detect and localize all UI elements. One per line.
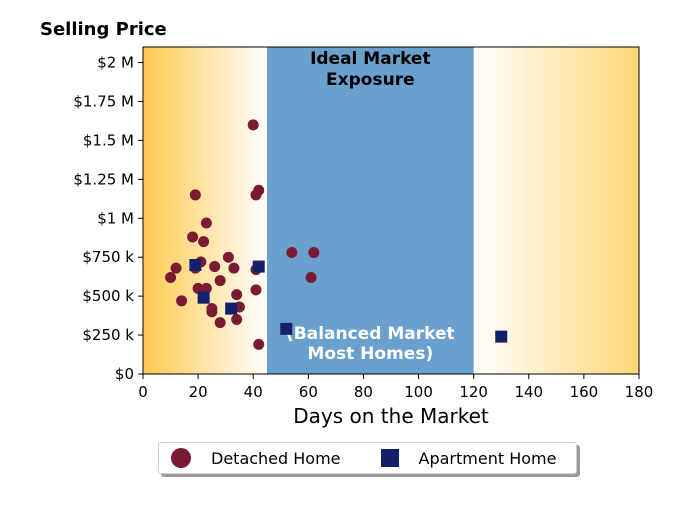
apartment-home-point bbox=[225, 302, 238, 315]
apartment-home-point bbox=[495, 330, 508, 343]
x-tick-label: 160 bbox=[570, 383, 599, 401]
apartment-home-point bbox=[252, 260, 265, 273]
detached-home-point bbox=[222, 251, 234, 263]
legend-circle-marker bbox=[171, 448, 191, 468]
y-tick-label: $1 M bbox=[97, 209, 134, 227]
x-tick-label: 180 bbox=[625, 383, 654, 401]
band-label-top-line1: Ideal Market bbox=[310, 49, 431, 69]
x-tick-label: 140 bbox=[514, 383, 543, 401]
background-right-gradient bbox=[473, 47, 639, 374]
apartment-home-point bbox=[197, 291, 210, 304]
x-tick-label: 80 bbox=[354, 383, 373, 401]
legend-item-apartment: Apartment Home bbox=[341, 448, 557, 468]
x-tick-label: 40 bbox=[244, 383, 263, 401]
apartment-home-point bbox=[280, 322, 293, 335]
detached-home-point bbox=[231, 314, 243, 325]
y-tick-label: $1.5 M bbox=[83, 131, 134, 149]
detached-home-point bbox=[286, 247, 298, 259]
detached-home-point bbox=[187, 231, 199, 243]
detached-home-point bbox=[170, 262, 182, 274]
plot-frame bbox=[142, 46, 640, 375]
detached-home-point bbox=[200, 282, 212, 294]
detached-home-point bbox=[250, 284, 262, 296]
detached-home-point bbox=[247, 119, 259, 131]
band-label-top-line2: Exposure bbox=[326, 70, 415, 90]
detached-home-point bbox=[165, 271, 177, 283]
legend-label-detached: Detached Home bbox=[211, 448, 341, 468]
y-tick-label: $0 bbox=[115, 365, 134, 383]
x-tick-label: 120 bbox=[459, 383, 488, 401]
detached-home-point bbox=[198, 236, 210, 248]
detached-home-point bbox=[176, 295, 188, 307]
detached-home-point bbox=[206, 306, 218, 318]
legend-item-detached: Detached Home bbox=[159, 448, 341, 468]
x-axis-title: Days on the Market bbox=[293, 404, 489, 428]
ideal-exposure-band bbox=[267, 47, 474, 374]
data-points bbox=[165, 119, 508, 350]
detached-home-point bbox=[308, 247, 320, 259]
x-tick-label: 60 bbox=[299, 383, 318, 401]
x-axis-ticks: 0 20 40 60 80 100 120 140 160 180 bbox=[138, 374, 653, 401]
plot-background bbox=[143, 47, 639, 374]
y-axis-ticks: $0 $250 k $500 k $750 k $1 M $1.25 M $1.5 M $1.… bbox=[73, 54, 143, 383]
detached-home-point bbox=[214, 275, 226, 287]
apartment-home-point bbox=[189, 259, 202, 271]
band-label-bottom-line2: Most Homes) bbox=[307, 344, 433, 364]
y-tick-label: $250 k bbox=[82, 326, 134, 344]
legend: Detached Home Apartment Home bbox=[158, 442, 577, 474]
legend-label-apartment: Apartment Home bbox=[418, 448, 557, 468]
detached-home-point bbox=[192, 282, 204, 294]
detached-home-point bbox=[200, 217, 212, 229]
x-tick-label: 0 bbox=[138, 383, 148, 401]
y-tick-label: $500 k bbox=[82, 287, 134, 305]
background-left-gradient bbox=[143, 47, 267, 374]
y-tick-label: $2 M bbox=[97, 54, 134, 72]
detached-home-point bbox=[214, 317, 226, 329]
x-tick-label: 100 bbox=[404, 383, 433, 401]
x-tick-label: 20 bbox=[189, 383, 208, 401]
detached-home-point bbox=[253, 184, 265, 196]
chart-title: Selling Price bbox=[40, 19, 167, 40]
detached-home-point bbox=[231, 289, 243, 301]
y-tick-label: $1.25 M bbox=[73, 170, 134, 188]
legend-square-marker bbox=[380, 449, 399, 467]
detached-home-point bbox=[209, 261, 221, 273]
detached-home-point bbox=[189, 189, 201, 201]
y-tick-label: $1.75 M bbox=[73, 93, 134, 111]
detached-home-point bbox=[228, 262, 240, 274]
detached-home-point bbox=[305, 271, 317, 283]
y-tick-label: $750 k bbox=[82, 248, 134, 266]
band-label-bottom-line1: (Balanced Market bbox=[286, 324, 455, 344]
detached-home-point bbox=[253, 338, 265, 350]
